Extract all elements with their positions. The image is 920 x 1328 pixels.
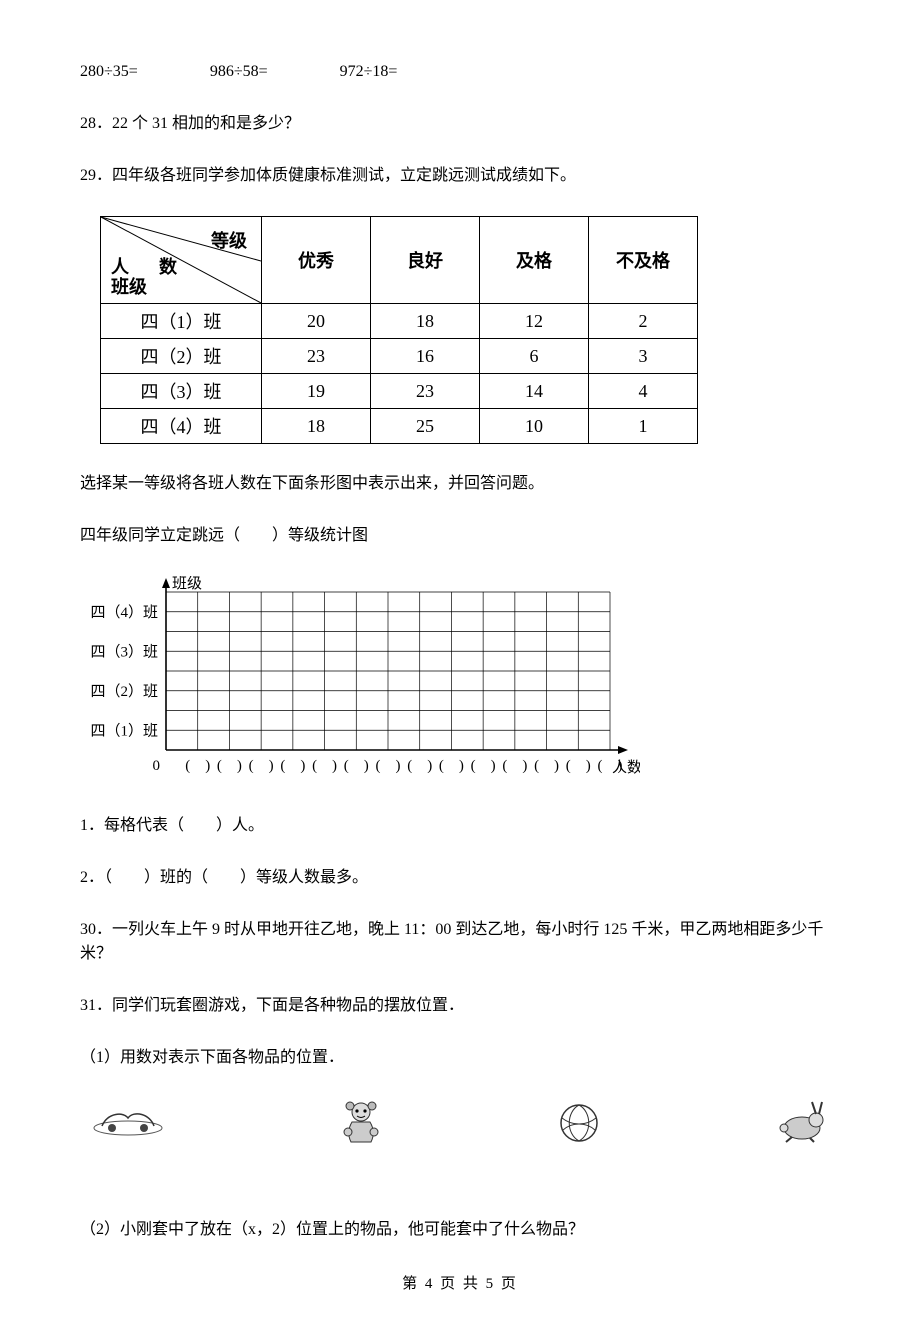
vehicle-icon (88, 1098, 168, 1148)
cell: 19 (262, 374, 371, 409)
cell: 10 (480, 409, 589, 444)
question-29-sub1: 1．每格代表（ ）人。 (80, 814, 840, 838)
cell: 6 (480, 339, 589, 374)
col-header: 及格 (480, 217, 589, 304)
svg-text:( ): ( ) (502, 758, 527, 774)
svg-text:( ): ( ) (312, 758, 337, 774)
row-label: 四（2）班 (101, 339, 262, 374)
diag-label-bottom: 班级 (111, 273, 147, 299)
svg-text:( ): ( ) (598, 758, 623, 774)
table-row: 四（4）班 18 25 10 1 (101, 409, 698, 444)
scores-table: 等级 人 数 班级 优秀 良好 及格 不及格 四（1）班 20 18 12 2 … (100, 216, 698, 444)
table-row: 四（1）班 20 18 12 2 (101, 304, 698, 339)
chart-svg: 班级人数0四（4）班四（3）班四（2）班四（1）班( )( )( )( )( )… (80, 576, 640, 786)
cell: 14 (480, 374, 589, 409)
table-row: 四（3）班 19 23 14 4 (101, 374, 698, 409)
cell: 16 (371, 339, 480, 374)
question-31-intro: 31．同学们玩套圈游戏，下面是各种物品的摆放位置． (80, 994, 840, 1018)
svg-text:( ): ( ) (344, 758, 369, 774)
equation-3: 972÷18= (340, 60, 398, 84)
cell: 18 (371, 304, 480, 339)
svg-text:( ): ( ) (566, 758, 591, 774)
col-header: 不及格 (589, 217, 698, 304)
blank-bar-chart: 班级人数0四（4）班四（3）班四（2）班四（1）班( )( )( )( )( )… (80, 576, 840, 786)
col-header: 优秀 (262, 217, 371, 304)
svg-text:( ): ( ) (249, 758, 274, 774)
svg-text:( ): ( ) (217, 758, 242, 774)
diagonal-header: 等级 人 数 班级 (101, 217, 262, 304)
equation-2: 986÷58= (210, 60, 268, 84)
cell: 4 (589, 374, 698, 409)
cell: 23 (371, 374, 480, 409)
question-28: 28．22 个 31 相加的和是多少？ (80, 112, 840, 136)
table-row: 四（2）班 23 16 6 3 (101, 339, 698, 374)
doll-icon (336, 1098, 386, 1148)
svg-text:四（1）班: 四（1）班 (90, 722, 158, 739)
svg-text:0: 0 (153, 758, 161, 774)
row-label: 四（1）班 (101, 304, 262, 339)
cell: 18 (262, 409, 371, 444)
col-header: 良好 (371, 217, 480, 304)
svg-text:四（3）班: 四（3）班 (90, 643, 158, 660)
volleyball-icon (554, 1098, 604, 1148)
cell: 12 (480, 304, 589, 339)
equations-row: 280÷35= 986÷58= 972÷18= (80, 60, 840, 84)
diag-label-top: 等级 (211, 227, 247, 253)
svg-text:( ): ( ) (185, 758, 210, 774)
svg-text:( ): ( ) (471, 758, 496, 774)
cell: 3 (589, 339, 698, 374)
row-label: 四（4）班 (101, 409, 262, 444)
svg-text:四（2）班: 四（2）班 (90, 683, 158, 700)
question-30: 30．一列火车上午 9 时从甲地开往乙地，晚上 11：00 到达乙地，每小时行 … (80, 918, 840, 966)
svg-text:( ): ( ) (280, 758, 305, 774)
svg-text:( ): ( ) (376, 758, 401, 774)
cell: 20 (262, 304, 371, 339)
svg-text:( ): ( ) (439, 758, 464, 774)
svg-text:( ): ( ) (407, 758, 432, 774)
svg-text:( ): ( ) (534, 758, 559, 774)
cell: 1 (589, 409, 698, 444)
svg-text:四（4）班: 四（4）班 (90, 604, 158, 621)
svg-text:班级: 班级 (172, 576, 202, 592)
question-31-sub2: （2）小刚套中了放在（x，2）位置上的物品，他可能套中了什么物品？ (80, 1218, 840, 1242)
page-footer: 第 4 页 共 5 页 (80, 1272, 840, 1293)
rabbit-icon (772, 1098, 832, 1148)
question-29-chart-title: 四年级同学立定跳远（ ）等级统计图 (80, 524, 840, 548)
table-header-row: 等级 人 数 班级 优秀 良好 及格 不及格 (101, 217, 698, 304)
question-29-intro: 29．四年级各班同学参加体质健康标准测试，立定跳远测试成绩如下。 (80, 164, 840, 188)
page: 280÷35= 986÷58= 972÷18= 28．22 个 31 相加的和是… (0, 0, 920, 1328)
equation-1: 280÷35= (80, 60, 138, 84)
items-icons-row (80, 1098, 840, 1148)
cell: 23 (262, 339, 371, 374)
cell: 25 (371, 409, 480, 444)
row-label: 四（3）班 (101, 374, 262, 409)
question-31-sub1: （1）用数对表示下面各物品的位置． (80, 1046, 840, 1070)
question-29-sub2: 2．（ ）班的（ ）等级人数最多。 (80, 866, 840, 890)
question-29-instruction: 选择某一等级将各班人数在下面条形图中表示出来，并回答问题。 (80, 472, 840, 496)
cell: 2 (589, 304, 698, 339)
